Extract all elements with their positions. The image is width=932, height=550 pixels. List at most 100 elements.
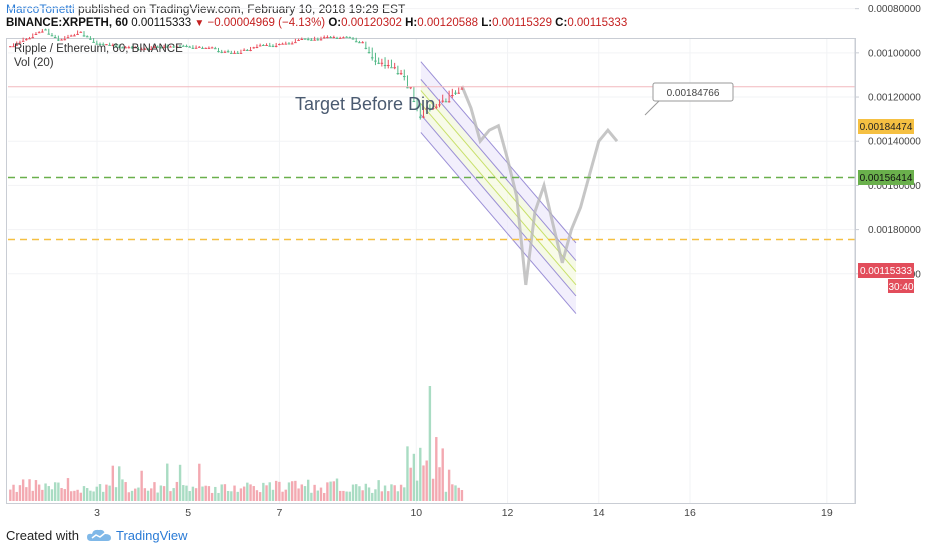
volume-bar <box>415 480 419 501</box>
volume-bar <box>21 479 25 501</box>
volume-bar <box>278 481 281 501</box>
candle-body <box>79 31 83 33</box>
candle-body <box>181 45 185 47</box>
volume-bar <box>66 478 70 501</box>
callout-box <box>652 82 734 102</box>
candle-body <box>332 36 336 38</box>
candle-body <box>201 47 204 49</box>
volume-bar <box>422 465 425 501</box>
volume-bar <box>102 491 105 501</box>
channel-line <box>420 132 577 314</box>
channel-band <box>420 103 576 296</box>
candle-body <box>451 95 454 97</box>
current-price-value: 0.00115333 <box>860 266 913 277</box>
candle-body <box>447 101 451 103</box>
parallel-channel[interactable] <box>420 61 577 314</box>
volume-bar <box>159 485 163 501</box>
volume-bar <box>37 484 41 501</box>
volume-bar <box>457 487 460 501</box>
volume-bar <box>345 491 348 501</box>
candle-body <box>18 42 22 44</box>
candle-body <box>294 42 297 44</box>
volume-bar <box>207 486 211 501</box>
candle-body <box>300 39 304 41</box>
volume-bar <box>361 490 364 501</box>
volume-bar <box>194 488 198 501</box>
candle-body <box>21 40 25 42</box>
candle-body <box>220 51 224 53</box>
candle-body <box>354 41 358 43</box>
candle-body <box>236 52 240 54</box>
x-tick-label: 14 <box>593 507 605 519</box>
volume-bar <box>143 488 147 501</box>
candle-body <box>233 52 236 54</box>
candle-body <box>230 52 233 54</box>
volume-bar <box>25 487 28 501</box>
candle-body <box>153 46 156 48</box>
volume-bar <box>47 486 50 501</box>
volume-bar <box>364 483 368 501</box>
countdown-value: 30:40 <box>888 282 913 293</box>
candle-body <box>217 51 220 53</box>
callout-pointer <box>644 99 661 116</box>
volume-bar <box>431 478 435 501</box>
open-label: O: <box>328 17 342 29</box>
volume-bar <box>162 486 166 501</box>
price-axis[interactable]: 0.002000000.001800000.001600000.00140000… <box>854 0 921 503</box>
candle-body <box>338 37 342 39</box>
channel-band <box>420 61 576 261</box>
volume-bar <box>214 486 217 501</box>
candle-body <box>278 44 281 46</box>
volume-bar <box>297 488 300 501</box>
volume-bar <box>191 486 195 501</box>
candle-body <box>329 36 332 38</box>
time-axis[interactable]: 3 5 7 10 12 14 16 19 <box>94 507 833 519</box>
volume-bar <box>393 485 396 501</box>
x-tick-label: 7 <box>277 507 283 519</box>
x-tick-label: 12 <box>502 507 514 519</box>
candle-body <box>342 37 345 39</box>
volume-bar <box>271 489 275 501</box>
volume-bar <box>367 487 371 501</box>
candle-body <box>165 46 169 48</box>
candle-body <box>140 49 143 51</box>
volume-bar <box>242 486 246 501</box>
volume-bar <box>351 484 355 501</box>
candle-body <box>41 31 44 33</box>
candle-body <box>172 46 175 48</box>
candle-body <box>28 38 31 40</box>
volume-bar <box>425 460 428 501</box>
candle-body <box>425 108 428 110</box>
tradingview-brand[interactable]: TradingView <box>116 528 188 543</box>
price-callout[interactable]: 0.00184766 <box>644 82 734 116</box>
candle-body <box>290 43 294 45</box>
candle-body <box>66 37 70 39</box>
candle-body <box>418 116 422 118</box>
candle-body <box>367 52 371 54</box>
target-before-dip-label[interactable]: Target Before Dip <box>295 94 435 114</box>
volume-bar <box>198 463 201 501</box>
candle-body <box>287 43 291 45</box>
candle-body <box>438 104 441 106</box>
green-level-badge <box>858 170 914 185</box>
y-tick-label: 0.00140000 <box>868 137 921 148</box>
candle-body <box>348 37 352 39</box>
candle-body <box>255 46 259 48</box>
volume-bar <box>246 482 249 501</box>
volume-bar <box>371 492 374 501</box>
volume-bar <box>438 467 441 501</box>
candle-body <box>281 43 284 45</box>
chart-header: MarcoTonetti published on TradingView.co… <box>0 0 932 32</box>
volume-bar <box>28 479 31 501</box>
candle-body <box>130 47 134 49</box>
x-tick-label: 19 <box>821 507 833 519</box>
volume-indicator-label[interactable]: Vol (20) <box>14 57 54 69</box>
channel-line <box>420 114 577 297</box>
volume-bar <box>374 489 377 501</box>
volume-bar <box>153 482 156 501</box>
volume-bar <box>188 491 191 501</box>
candle-body <box>399 73 403 75</box>
volume-bar <box>268 482 271 501</box>
volume-bar <box>18 485 22 501</box>
